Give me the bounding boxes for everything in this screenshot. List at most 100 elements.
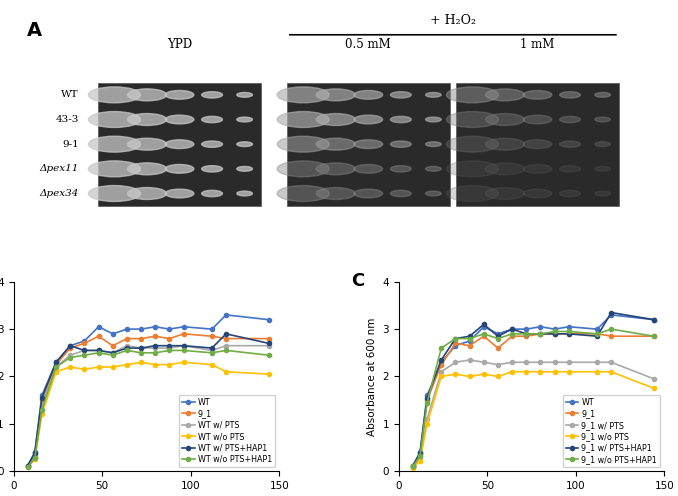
- Circle shape: [559, 92, 580, 98]
- Line: WT: WT: [411, 313, 656, 468]
- 9_1 w/o PTS+HAP1: [409, 463, 417, 469]
- Line: 9_1 w/ PTS+HAP1: 9_1 w/ PTS+HAP1: [411, 310, 656, 468]
- Circle shape: [354, 165, 382, 173]
- WT w/ PTS+HAP1: [24, 463, 32, 469]
- 9_1: [650, 333, 658, 339]
- 9_1 w/o PTS: [536, 369, 544, 374]
- 9_1 w/ PTS: [551, 359, 559, 365]
- Circle shape: [237, 117, 252, 122]
- WT w/ PTS: [151, 345, 159, 351]
- WT w/ PTS+HAP1: [80, 348, 88, 354]
- 9_1: [593, 331, 601, 337]
- WT w/o PTS: [264, 371, 273, 377]
- WT: [38, 392, 46, 398]
- WT: [522, 326, 530, 332]
- 9_1 w/o PTS: [409, 465, 417, 471]
- WT w/ PTS+HAP1: [123, 345, 131, 351]
- WT w/ PTS: [137, 345, 145, 351]
- Circle shape: [201, 141, 222, 147]
- Circle shape: [165, 115, 194, 124]
- WT: [24, 463, 32, 469]
- 9_1: [452, 340, 460, 346]
- 9_1: [137, 336, 145, 342]
- WT: [94, 324, 102, 330]
- Circle shape: [485, 138, 525, 150]
- 9_1 w/ PTS: [480, 359, 488, 365]
- WT w/ PTS+HAP1: [208, 345, 216, 351]
- WT w/o PTS+HAP1: [123, 348, 131, 354]
- WT w/ PTS: [123, 343, 131, 349]
- WT: [165, 326, 174, 332]
- WT w/ PTS: [94, 348, 102, 354]
- 9_1 w/ PTS+HAP1: [452, 336, 460, 342]
- Circle shape: [426, 92, 441, 97]
- WT w/o PTS+HAP1: [52, 364, 60, 370]
- 9_1: [494, 345, 502, 351]
- 9_1 w/ PTS+HAP1: [423, 395, 431, 401]
- Circle shape: [446, 161, 498, 177]
- 9_1: [480, 333, 488, 339]
- Legend: WT, 9_1, 9_1 w/ PTS, 9_1 w/o PTS, 9_1 w/ PTS+HAP1, 9_1 w/o PTS+HAP1: WT, 9_1, 9_1 w/ PTS, 9_1 w/o PTS, 9_1 w/…: [563, 395, 660, 467]
- Circle shape: [277, 186, 330, 201]
- Circle shape: [201, 117, 222, 123]
- Circle shape: [595, 167, 610, 171]
- Line: WT w/ PTS: WT w/ PTS: [26, 344, 271, 469]
- WT: [151, 324, 159, 330]
- 9_1 w/ PTS+HAP1: [409, 463, 417, 469]
- 9_1 w/ PTS: [466, 357, 474, 363]
- 9_1 w/o PTS+HAP1: [452, 336, 460, 342]
- WT w/o PTS: [80, 367, 88, 372]
- 9_1: [31, 452, 39, 458]
- 9_1 w/o PTS: [607, 369, 616, 374]
- FancyBboxPatch shape: [456, 82, 619, 206]
- Circle shape: [316, 114, 355, 125]
- 9_1: [66, 345, 75, 351]
- WT: [452, 343, 460, 349]
- WT w/o PTS: [108, 364, 117, 370]
- 9_1 w/ PTS: [650, 376, 658, 382]
- WT w/o PTS: [123, 362, 131, 368]
- WT w/o PTS: [31, 456, 39, 462]
- FancyBboxPatch shape: [287, 82, 450, 206]
- Circle shape: [595, 191, 610, 196]
- Circle shape: [237, 142, 252, 146]
- WT w/o PTS+HAP1: [108, 352, 117, 358]
- 9_1 w/ PTS+HAP1: [480, 321, 488, 327]
- 9_1: [551, 331, 559, 337]
- WT w/ PTS: [222, 343, 230, 349]
- WT w/ PTS+HAP1: [222, 331, 230, 337]
- 9_1 w/o PTS: [466, 373, 474, 379]
- 9_1: [151, 333, 159, 339]
- Circle shape: [391, 166, 412, 172]
- Circle shape: [165, 165, 194, 173]
- Legend: WT, 9_1, WT w/ PTS, WT w/o PTS, WT w/ PTS+HAP1, WT w/o PTS+HAP1: WT, 9_1, WT w/ PTS, WT w/o PTS, WT w/ PT…: [179, 395, 275, 467]
- FancyBboxPatch shape: [98, 82, 261, 206]
- Circle shape: [354, 90, 382, 99]
- Circle shape: [201, 92, 222, 98]
- 9_1: [264, 336, 273, 342]
- WT w/o PTS+HAP1: [222, 348, 230, 354]
- WT w/o PTS: [222, 369, 230, 374]
- WT w/ PTS+HAP1: [31, 450, 39, 456]
- WT w/o PTS: [137, 359, 145, 365]
- Circle shape: [277, 136, 330, 152]
- Circle shape: [127, 114, 167, 125]
- WT w/o PTS: [38, 411, 46, 417]
- Circle shape: [559, 166, 580, 172]
- 9_1: [508, 333, 516, 339]
- Circle shape: [316, 187, 355, 199]
- 9_1 w/o PTS+HAP1: [437, 345, 445, 351]
- Circle shape: [165, 140, 194, 148]
- 9_1: [208, 333, 216, 339]
- 9_1 w/ PTS+HAP1: [466, 333, 474, 339]
- Circle shape: [595, 117, 610, 122]
- WT: [536, 324, 544, 330]
- WT w/ PTS: [52, 364, 60, 370]
- WT w/ PTS: [165, 345, 174, 351]
- 9_1 w/o PTS+HAP1: [466, 336, 474, 342]
- 9_1 w/ PTS: [409, 464, 417, 470]
- Circle shape: [523, 115, 552, 124]
- 9_1 w/o PTS: [593, 369, 601, 374]
- Circle shape: [316, 138, 355, 150]
- Circle shape: [559, 141, 580, 147]
